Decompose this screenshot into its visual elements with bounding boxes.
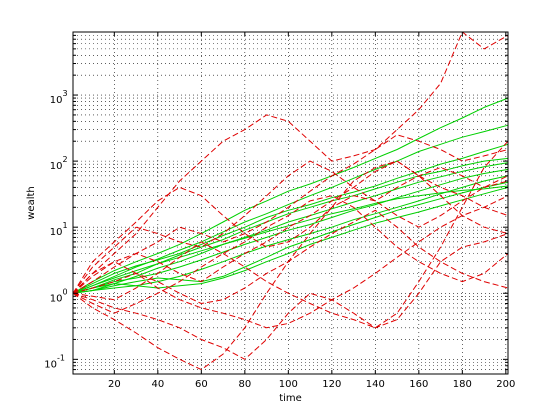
series-group <box>72 31 509 371</box>
y-tick-exponent: 0 <box>63 287 68 296</box>
y-tick-label: 10-1 <box>44 353 65 370</box>
y-axis-label: wealth <box>26 186 37 220</box>
x-tick-label: 120 <box>322 379 341 390</box>
red-dashed-series-14 <box>72 233 509 360</box>
x-tick-label: 60 <box>195 379 208 390</box>
x-tick-label: 180 <box>453 379 472 390</box>
red-dashed-series-15 <box>72 160 509 294</box>
red-dashed-series-18 <box>72 195 509 329</box>
y-tick-exponent: -1 <box>57 353 65 362</box>
y-tick-exponent: 1 <box>63 221 68 230</box>
x-tick-label: 140 <box>366 379 385 390</box>
red-dashed-series-20 <box>72 160 509 294</box>
y-tick-base: 10 <box>50 95 63 106</box>
green-solid-series-7 <box>72 175 509 294</box>
x-tick-label: 40 <box>151 379 164 390</box>
y-tick-label: 103 <box>50 89 68 106</box>
x-tick-label: 80 <box>238 379 251 390</box>
green-solid-series-4 <box>72 157 509 294</box>
red-dashed-series-11 <box>72 31 509 294</box>
x-tick-labels: 20 40 60 80 100 120 140 160 180 200 <box>108 379 515 390</box>
green-solid-series-3 <box>72 143 509 294</box>
y-tick-label: 100 <box>50 287 68 304</box>
green-solid-series-5 <box>72 162 509 294</box>
y-tick-exponent: 3 <box>63 89 68 98</box>
grid-lines <box>73 31 508 375</box>
green-solid-series-9 <box>72 186 509 294</box>
red-dashed-series-21 <box>72 140 509 329</box>
y-tick-exponent: 2 <box>63 155 68 164</box>
green-solid-series-10 <box>72 185 509 294</box>
axes-frame <box>72 31 509 375</box>
y-tick-label: 102 <box>50 155 68 172</box>
green-solid-series-1 <box>72 97 509 294</box>
y-tick-label: 101 <box>50 221 68 238</box>
red-dashed-series-13 <box>72 167 509 294</box>
tick-marks <box>73 31 508 375</box>
x-tick-label: 200 <box>496 379 515 390</box>
x-tick-label: 160 <box>409 379 428 390</box>
y-tick-base: 10 <box>50 161 63 172</box>
green-solid-series-8 <box>72 181 509 294</box>
red-dashed-series-17 <box>72 195 509 314</box>
y-tick-base: 10 <box>44 359 57 370</box>
y-tick-base: 10 <box>50 293 63 304</box>
x-tick-label: 20 <box>108 379 121 390</box>
y-tick-base: 10 <box>50 227 63 238</box>
x-axis-label: time <box>279 393 302 404</box>
red-dashed-series-19 <box>72 209 509 304</box>
x-tick-label: 100 <box>279 379 298 390</box>
red-dashed-series-16 <box>72 134 509 294</box>
